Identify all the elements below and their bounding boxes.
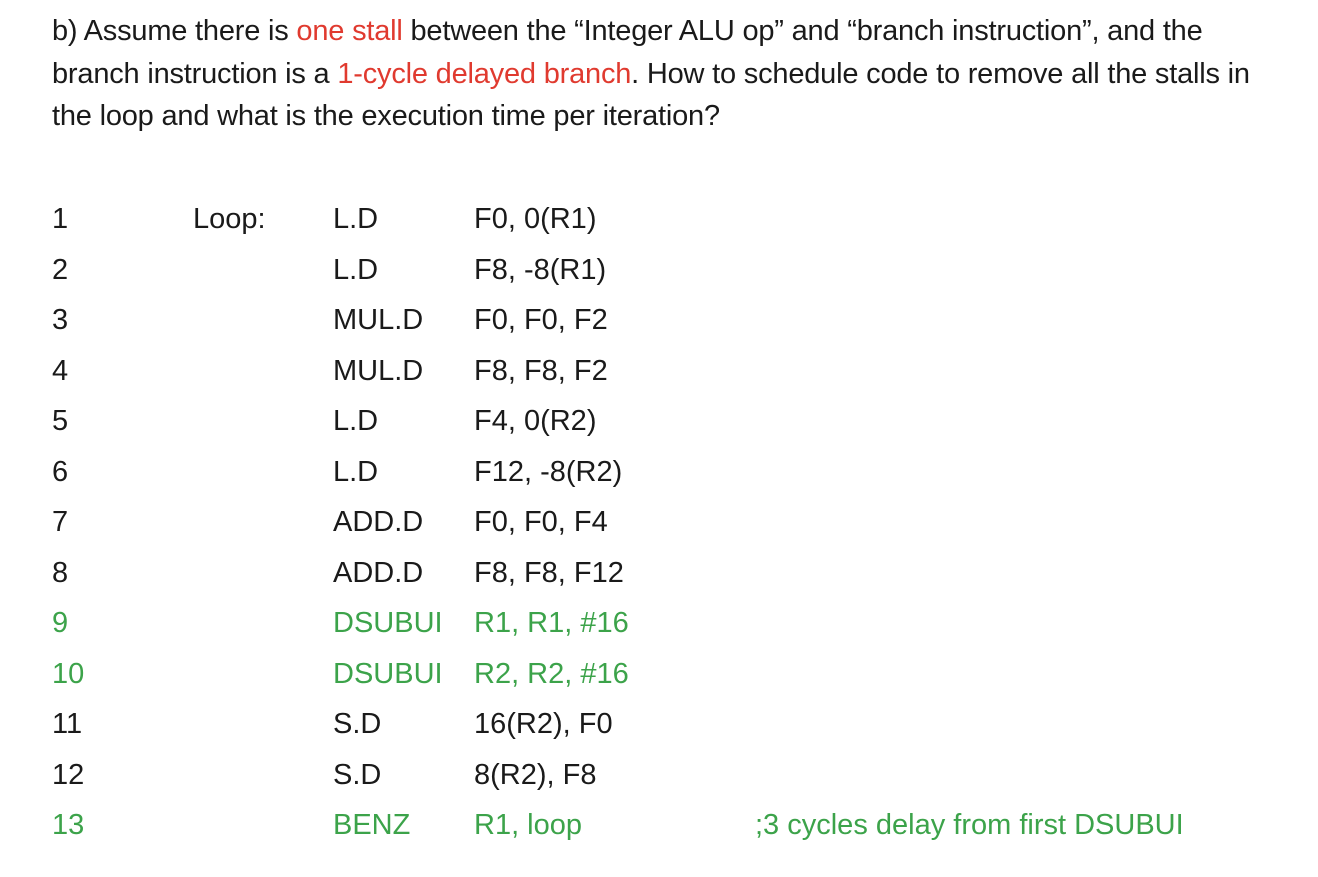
operands: F8, F8, F2 xyxy=(474,355,608,387)
operands: F0, F0, F2 xyxy=(474,304,608,336)
operands: F8, F8, F12 xyxy=(474,557,624,589)
opcode: ADD.D xyxy=(333,506,424,538)
opcode: S.D xyxy=(333,708,382,740)
line-number: 3 xyxy=(52,304,69,336)
line-number: 8 xyxy=(52,557,69,589)
line-number: 4 xyxy=(52,355,69,387)
line-number: 11 xyxy=(52,708,83,740)
operands: 16(R2), F0 xyxy=(474,708,613,740)
code-comment: ;3 cycles delay from first DSUBUI xyxy=(755,809,1184,841)
operands: 8(R2), F8 xyxy=(474,759,597,791)
opcode: MUL.D xyxy=(333,355,424,387)
code-line: 7 ADD.D F0, F0, F4 xyxy=(0,497,1318,547)
question-text: b) Assume there is one stall between the… xyxy=(52,10,1292,138)
code-line: 3 MUL.D F0, F0, F2 xyxy=(0,295,1318,345)
highlight-one-stall: one stall xyxy=(296,15,403,47)
line-number: 10 xyxy=(52,658,85,690)
loop-label: Loop: xyxy=(193,203,266,235)
line-number: 6 xyxy=(52,456,69,488)
code-line-changed: 9 DSUBUI R1, R1, #16 xyxy=(0,598,1318,648)
opcode: L.D xyxy=(333,203,379,235)
opcode: L.D xyxy=(333,456,379,488)
line-number: 2 xyxy=(52,254,69,286)
code-line: 4 MUL.D F8, F8, F2 xyxy=(0,346,1318,396)
code-line: 2 L.D F8, -8(R1) xyxy=(0,245,1318,295)
question-middle: between the “Integer ALU op” and “branch… xyxy=(52,15,1203,90)
opcode: L.D xyxy=(333,254,379,286)
code-line: 12 S.D 8(R2), F8 xyxy=(0,750,1318,800)
code-line: 11 S.D 16(R2), F0 xyxy=(0,699,1318,749)
code-line-changed: 13 BENZ R1, loop ;3 cycles delay from fi… xyxy=(0,800,1318,850)
operands: F8, -8(R1) xyxy=(474,254,607,286)
code-line: 5 L.D F4, 0(R2) xyxy=(0,396,1318,446)
opcode: DSUBUI xyxy=(333,607,443,639)
code-line-changed: 10 DSUBUI R2, R2, #16 xyxy=(0,649,1318,699)
code-line: 1 Loop: L.D F0, 0(R1) xyxy=(0,194,1318,244)
line-number: 9 xyxy=(52,607,69,639)
opcode: S.D xyxy=(333,759,382,791)
line-number: 12 xyxy=(52,759,85,791)
code-line: 8 ADD.D F8, F8, F12 xyxy=(0,548,1318,598)
operands: R1, R1, #16 xyxy=(474,607,629,639)
operands: F12, -8(R2) xyxy=(474,456,623,488)
line-number: 1 xyxy=(52,203,69,235)
question-suffix: . How to schedule code to remove all the… xyxy=(52,57,1250,133)
highlight-delayed-branch: 1-cycle delayed branch xyxy=(337,57,632,90)
operands: R1, loop xyxy=(474,809,583,841)
opcode: L.D xyxy=(333,405,379,437)
opcode: ADD.D xyxy=(333,557,424,589)
line-number: 7 xyxy=(52,506,69,538)
line-number: 13 xyxy=(52,809,85,841)
operands: F4, 0(R2) xyxy=(474,405,597,437)
question-prefix: b) Assume there is xyxy=(52,15,297,47)
line-number: 5 xyxy=(52,405,69,437)
operands: F0, F0, F4 xyxy=(474,506,608,538)
opcode: BENZ xyxy=(333,809,411,841)
opcode: MUL.D xyxy=(333,304,424,336)
operands: F0, 0(R1) xyxy=(474,203,597,235)
operands: R2, R2, #16 xyxy=(474,658,629,690)
code-line: 6 L.D F12, -8(R2) xyxy=(0,447,1318,497)
opcode: DSUBUI xyxy=(333,658,443,690)
